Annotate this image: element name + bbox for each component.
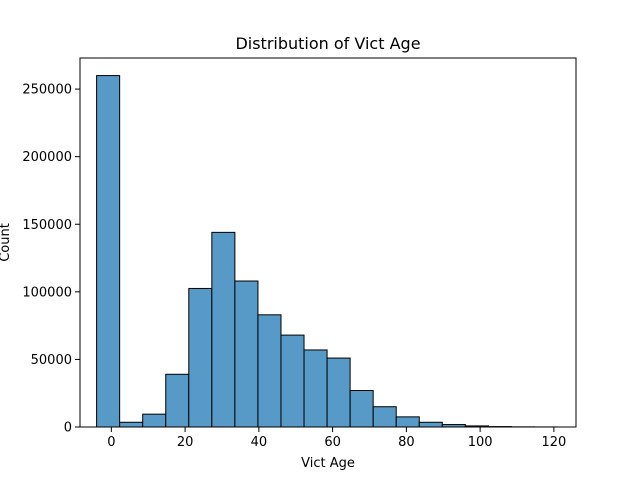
histogram-bar <box>326 357 351 428</box>
x-tick-label: 40 <box>251 435 268 450</box>
x-tick-label: 100 <box>468 435 493 450</box>
x-axis-label: Vict Age <box>301 456 355 471</box>
y-axis-label: Count <box>0 223 13 262</box>
x-tick-label: 80 <box>398 435 415 450</box>
histogram-bar <box>96 75 121 428</box>
x-tick-label: 120 <box>541 435 566 450</box>
histogram-bar <box>257 314 282 428</box>
y-axis-ticks: 0 50000 100000 150000 200000 250000 <box>22 83 80 436</box>
histogram-bar <box>372 406 397 428</box>
y-tick-label: 250000 <box>22 83 72 98</box>
chart-title: Distribution of Vict Age <box>235 34 420 53</box>
histogram-bar <box>303 349 328 428</box>
y-tick-label: 0 <box>64 421 72 436</box>
y-tick-label: 100000 <box>22 285 72 300</box>
histogram-bar <box>234 280 259 428</box>
histogram-bar <box>395 416 420 428</box>
y-tick-label: 200000 <box>22 150 72 165</box>
histogram-bar <box>165 373 190 428</box>
x-tick-label: 0 <box>107 435 115 450</box>
x-axis-ticks: 0 20 40 60 80 100 120 <box>107 427 566 450</box>
x-tick-label: 60 <box>324 435 341 450</box>
histogram-bar <box>119 421 144 428</box>
histogram-bar <box>211 231 236 428</box>
y-tick-label: 150000 <box>22 218 72 233</box>
histogram-bar <box>349 390 374 428</box>
bars-group <box>96 75 559 428</box>
y-tick-label: 50000 <box>31 353 72 368</box>
histogram-bar <box>280 334 305 428</box>
x-tick-label: 20 <box>177 435 194 450</box>
plot-area-frame <box>79 57 577 428</box>
histogram-bar <box>418 421 443 428</box>
histogram-bar <box>188 287 213 428</box>
histogram-bar <box>142 413 167 428</box>
